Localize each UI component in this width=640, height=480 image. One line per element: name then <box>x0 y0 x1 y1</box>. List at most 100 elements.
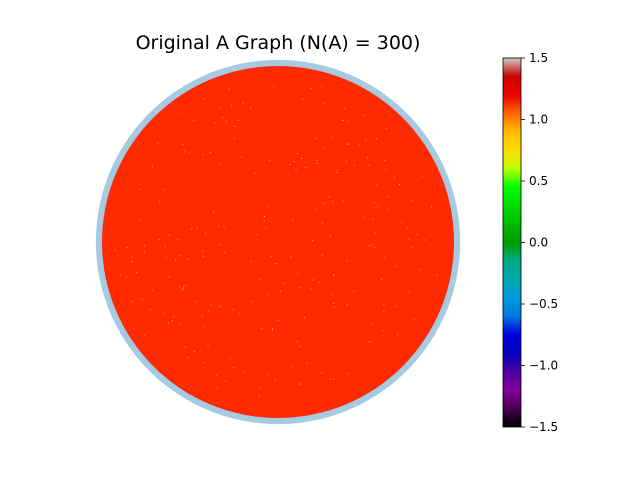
edge-gap <box>322 102 324 104</box>
edge-gap <box>312 279 314 281</box>
edge-gap <box>306 362 308 364</box>
edge-gap <box>430 206 432 208</box>
edge-gap <box>411 199 413 201</box>
edge-gap <box>226 120 228 122</box>
edge-gap <box>204 233 206 235</box>
edge-gap <box>346 260 348 262</box>
edge-gap <box>383 310 385 312</box>
edge-gap <box>233 366 235 368</box>
edge-gap <box>179 323 181 325</box>
edge-gap <box>185 285 187 287</box>
edge-gap <box>234 125 236 127</box>
edge-gap <box>294 161 295 163</box>
edge-gap <box>318 282 320 284</box>
edge-gap <box>259 278 261 280</box>
edge-gap <box>219 305 221 307</box>
edge-gap <box>165 257 167 259</box>
edge-gap <box>395 305 397 307</box>
edge-gap <box>261 328 263 330</box>
edge-gap <box>175 259 176 261</box>
edge-gap <box>312 240 314 242</box>
edge-gap <box>411 246 413 248</box>
edge-gap <box>344 108 346 110</box>
edge-gap <box>143 252 145 253</box>
edge-gap <box>373 202 375 204</box>
edge-gap <box>187 357 189 359</box>
edge-gap <box>436 274 438 276</box>
colorbar-tick-label: 1.0 <box>529 113 548 127</box>
edge-gap <box>207 344 209 346</box>
edge-gap <box>393 176 395 178</box>
edge-gap <box>383 304 385 306</box>
edge-gap <box>159 201 161 203</box>
edge-gap <box>421 175 423 177</box>
chart-title: Original A Graph (N(A) = 300) <box>136 32 421 54</box>
edge-gap <box>278 319 280 321</box>
edge-gap <box>334 306 335 308</box>
edge-gap <box>267 205 269 207</box>
edge-gap <box>370 341 372 342</box>
edge-gap <box>346 161 347 163</box>
edge-gap <box>376 184 378 186</box>
edge-gap <box>301 157 303 159</box>
edge-gap <box>367 341 369 343</box>
edge-gap <box>343 199 345 201</box>
edge-gap <box>296 341 298 343</box>
edge-gap <box>215 374 217 376</box>
colorbar-gradient <box>502 57 522 428</box>
edge-gap <box>375 138 377 140</box>
edge-gap <box>290 366 292 368</box>
edge-gap <box>204 362 206 364</box>
edge-gap <box>300 382 301 384</box>
edge-gap <box>243 371 245 372</box>
edge-gap <box>215 122 217 124</box>
edge-gap <box>237 120 239 121</box>
edge-gap <box>316 162 318 164</box>
edge-gap <box>219 244 220 246</box>
edge-gap <box>416 234 418 236</box>
graph-edges <box>102 66 454 418</box>
edge-gap <box>139 188 141 190</box>
edge-gap <box>333 274 334 276</box>
edge-gap <box>158 239 160 241</box>
edge-gap <box>271 328 273 330</box>
edge-gap <box>228 88 230 90</box>
edge-gap <box>407 227 409 228</box>
colorbar-tick-label: 0.0 <box>529 236 548 250</box>
edge-gap <box>271 329 273 331</box>
edge-gap <box>157 142 159 144</box>
edge-gap <box>298 287 300 289</box>
edge-gap <box>131 301 133 303</box>
edge-gap <box>321 254 323 256</box>
edge-gap <box>233 137 235 139</box>
edge-gap <box>419 269 421 271</box>
edge-gap <box>347 373 349 375</box>
edge-gap <box>302 98 304 100</box>
edge-gap <box>333 303 335 304</box>
edge-gap <box>353 164 355 166</box>
edge-gap <box>184 346 186 348</box>
edge-gap <box>315 138 316 139</box>
colorbar-ticks: 1.5 1.0 0.5 0.0 −0.5 −1.0 −1.5 <box>521 51 558 434</box>
edge-gap <box>182 143 184 145</box>
edge-gap <box>365 139 367 141</box>
colorbar-tick-label: −0.5 <box>529 297 558 311</box>
edge-gap <box>295 169 297 171</box>
edge-gap <box>184 150 186 152</box>
edge-gap <box>372 218 374 220</box>
edge-gap <box>255 234 257 236</box>
edge-gap <box>323 202 325 204</box>
edge-gap <box>222 117 224 118</box>
edge-gap <box>341 119 343 121</box>
edge-gap <box>126 247 128 249</box>
edge-gap <box>225 380 227 382</box>
edge-gap <box>336 172 338 173</box>
edge-gap <box>299 345 301 347</box>
edge-gap <box>195 301 197 303</box>
edge-gap <box>151 289 153 291</box>
edge-gap <box>117 255 119 257</box>
edge-gap <box>182 288 184 289</box>
edge-gap <box>267 373 269 375</box>
edge-gap <box>370 324 372 325</box>
edge-gap <box>114 249 116 251</box>
